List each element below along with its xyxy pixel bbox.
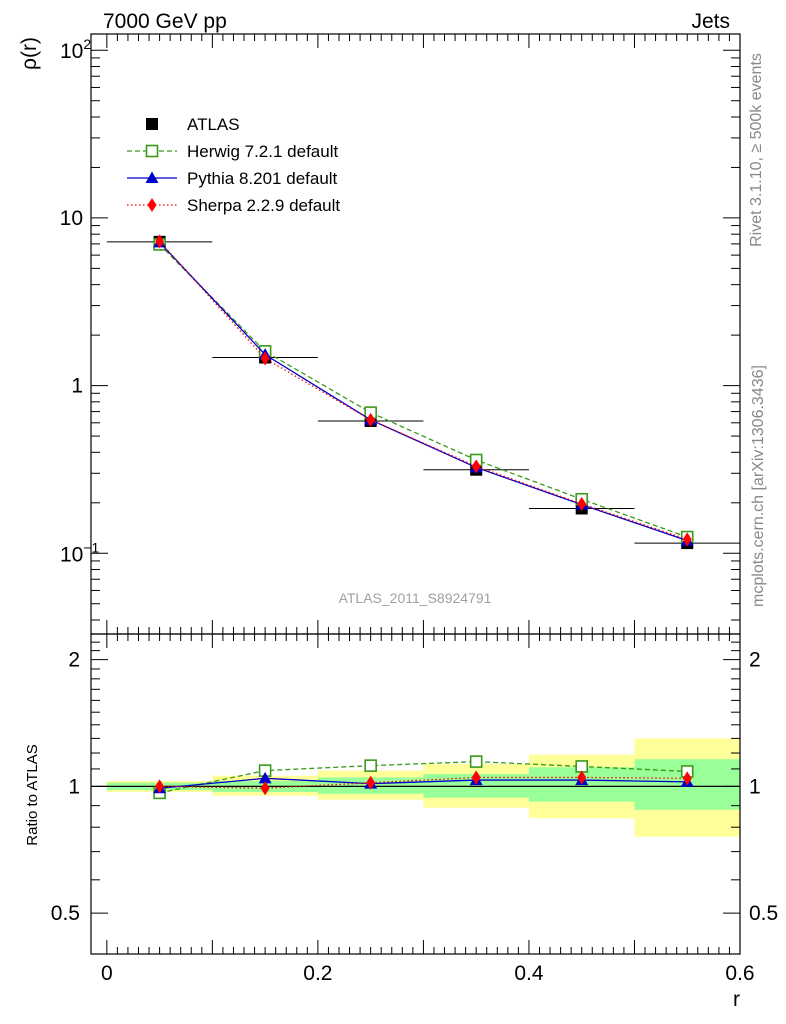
- x-tick-label: 0.6: [725, 962, 754, 985]
- ratio-y-ticks: 0.5 0.5 1 1 2 2: [51, 633, 778, 955]
- legend-marker: [146, 118, 158, 130]
- legend-marker: [147, 198, 157, 212]
- data-point: [260, 781, 270, 796]
- ratio-frame: [90, 633, 741, 955]
- series-line: [159, 776, 688, 789]
- series-pythia: [153, 235, 694, 546]
- main-y-ticks: 10−1 1 10 102: [60, 36, 740, 621]
- analysis-watermark: ATLAS_2011_S8924791: [339, 590, 492, 606]
- y-tick-label: 10−1: [60, 539, 100, 566]
- ratio-uncertainty-bands: [106, 738, 740, 837]
- series-sherpa: [155, 234, 692, 547]
- y-tick-label-right: 1: [749, 775, 761, 798]
- legend-label-pythia: Pythia 8.201 default: [187, 169, 338, 188]
- x-tick-label: 0.4: [514, 962, 544, 985]
- legend-sample-atlas: [146, 118, 158, 130]
- data-point: [471, 770, 481, 785]
- series-herwig: [153, 238, 694, 544]
- ratio-y-axis-label: Ratio to ATLAS: [24, 744, 41, 845]
- rivet-label: Rivet 3.1.10, ≥ 500k events: [748, 53, 765, 247]
- legend-marker: [145, 171, 159, 183]
- y-tick-label: 0.5: [51, 902, 80, 925]
- data-point: [364, 759, 377, 772]
- header-right: Jets: [691, 10, 730, 33]
- x-axis-label: r: [733, 988, 740, 1011]
- legend-sample-sherpa: [127, 198, 177, 212]
- data-point: [155, 779, 165, 794]
- y-tick-label: 2: [68, 649, 80, 672]
- series-atlas: [106, 235, 740, 550]
- data-point: [469, 755, 483, 768]
- data-point: [577, 496, 587, 511]
- data-point: [682, 771, 692, 786]
- y-tick-label: 1: [71, 375, 83, 398]
- y-tick-label-right: 0.5: [749, 902, 778, 925]
- header-left: 7000 GeV pp: [103, 10, 227, 33]
- data-point: [471, 459, 481, 474]
- series-line: [159, 241, 688, 542]
- mcplots-label: mcplots.cern.ch [arXiv:1306.3436]: [750, 365, 767, 607]
- legend-label-sherpa: Sherpa 2.2.9 default: [187, 196, 340, 215]
- legend-sample-herwig: [127, 144, 177, 158]
- legend-marker: [145, 144, 159, 158]
- series-line: [159, 760, 688, 794]
- y-tick-label: 10: [60, 207, 83, 230]
- main-y-axis-label: ρ(r): [18, 37, 41, 70]
- legend-label-atlas: ATLAS: [187, 115, 240, 134]
- legend-label-herwig: Herwig 7.2.1 default: [187, 142, 338, 161]
- series-line: [159, 240, 688, 541]
- data-point: [258, 771, 272, 784]
- x-ticks: 0 0.2 0.4 0.6: [101, 34, 755, 985]
- data-point: [577, 770, 587, 785]
- y-tick-label: 102: [60, 36, 91, 63]
- x-tick-label: 0.2: [303, 962, 332, 985]
- ratio-series-sherpa: [155, 770, 692, 796]
- y-tick-label: 1: [68, 775, 80, 798]
- x-tick-label: 0: [101, 962, 113, 985]
- series-line: [159, 777, 688, 789]
- data-point: [575, 760, 589, 773]
- legend: ATLAS Herwig 7.2.1 default Pythia 8.201 de…: [127, 115, 340, 215]
- data-point: [260, 351, 270, 366]
- series-line: [159, 243, 688, 538]
- legend-sample-pythia: [127, 171, 177, 183]
- data-point: [682, 532, 692, 547]
- y-tick-label-right: 2: [749, 649, 761, 672]
- data-point: [155, 234, 165, 249]
- data-point: [366, 412, 376, 427]
- data-point: [366, 775, 376, 790]
